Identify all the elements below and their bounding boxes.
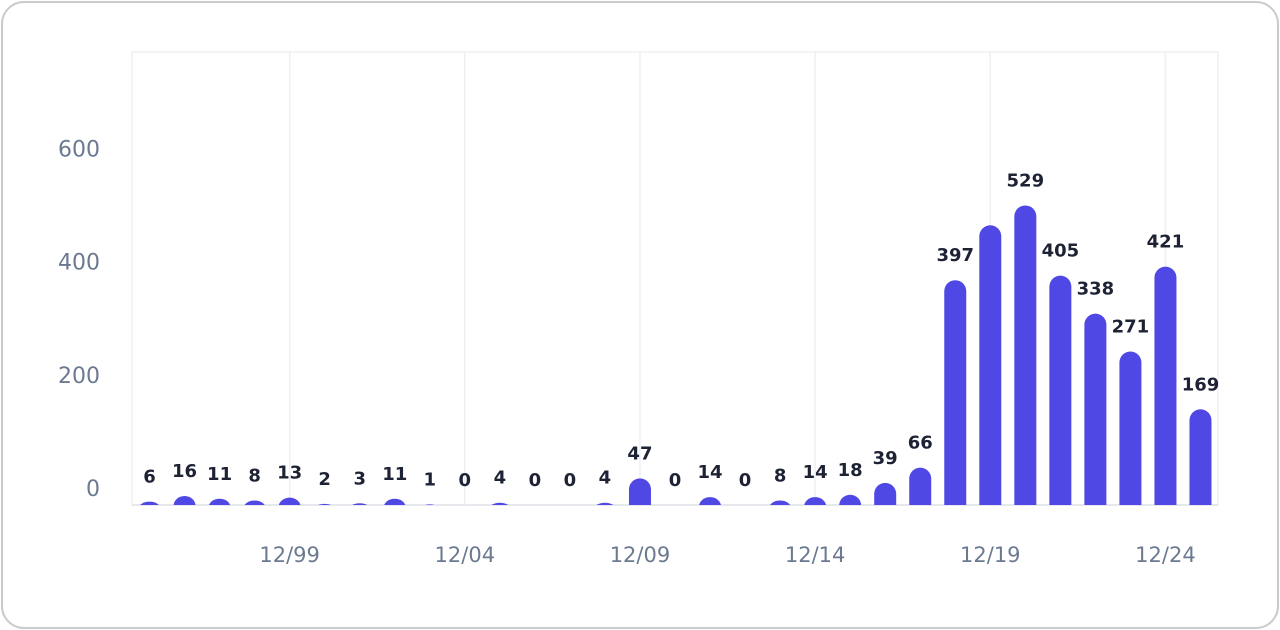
value-label: 0 — [669, 470, 682, 491]
bar — [699, 497, 721, 505]
x-tick-label: 12/24 — [1135, 543, 1196, 567]
value-label: 405 — [1042, 241, 1080, 262]
value-label: 18 — [838, 460, 863, 481]
bar — [909, 467, 932, 505]
value-label: 11 — [382, 464, 407, 485]
bar — [1119, 351, 1142, 505]
value-label: 4 — [599, 468, 612, 489]
value-label: 14 — [698, 462, 723, 483]
bar — [278, 497, 301, 505]
value-label: 11 — [207, 464, 232, 485]
value-label: 4 — [494, 468, 507, 489]
value-label: 1 — [424, 469, 437, 490]
bar — [770, 500, 791, 505]
bar — [979, 225, 1002, 505]
bar — [244, 500, 265, 505]
value-label: 0 — [564, 470, 577, 491]
value-label: 13 — [277, 463, 302, 484]
bar — [596, 502, 614, 505]
bar — [874, 482, 897, 505]
value-label: 39 — [873, 448, 898, 469]
value-label: 271 — [1112, 317, 1150, 338]
y-tick-label: 400 — [58, 251, 100, 276]
bar — [1084, 313, 1107, 505]
x-tick-label: 12/99 — [259, 543, 320, 567]
value-label: 66 — [908, 433, 933, 454]
value-label: 421 — [1147, 232, 1185, 253]
x-tick-label: 12/04 — [435, 543, 496, 567]
value-label: 338 — [1077, 279, 1115, 300]
bar — [425, 504, 435, 505]
bar — [1014, 205, 1037, 505]
x-tick-label: 12/19 — [960, 543, 1021, 567]
value-label: 397 — [936, 245, 974, 266]
bar — [839, 494, 862, 505]
value-label: 3 — [353, 468, 366, 489]
y-tick-label: 200 — [58, 364, 100, 389]
x-tick-label: 12/09 — [610, 543, 671, 567]
x-tick-label: 12/14 — [785, 543, 846, 567]
y-tick-label: 0 — [86, 477, 100, 502]
value-label: 529 — [1007, 170, 1045, 191]
bar — [140, 501, 159, 505]
bar — [1189, 409, 1212, 505]
bar — [1049, 275, 1072, 505]
value-label: 169 — [1182, 374, 1220, 395]
value-label: 8 — [774, 465, 787, 486]
value-label: 14 — [803, 462, 828, 483]
value-label: 0 — [529, 470, 542, 491]
bar — [352, 503, 368, 505]
bar — [491, 502, 509, 505]
bar — [173, 495, 196, 505]
bar — [384, 498, 406, 505]
value-label: 47 — [627, 443, 652, 464]
value-label: 0 — [459, 470, 472, 491]
value-label: 16 — [172, 461, 197, 482]
bar — [804, 497, 826, 505]
bar — [944, 280, 967, 505]
bar — [318, 503, 332, 505]
value-label: 6 — [143, 467, 156, 488]
y-tick-label: 600 — [58, 137, 100, 162]
value-label: 0 — [739, 470, 752, 491]
value-label: 8 — [248, 465, 261, 486]
bar — [209, 498, 231, 505]
bar — [628, 478, 651, 505]
value-label: 2 — [318, 469, 331, 490]
bar — [1154, 266, 1177, 505]
